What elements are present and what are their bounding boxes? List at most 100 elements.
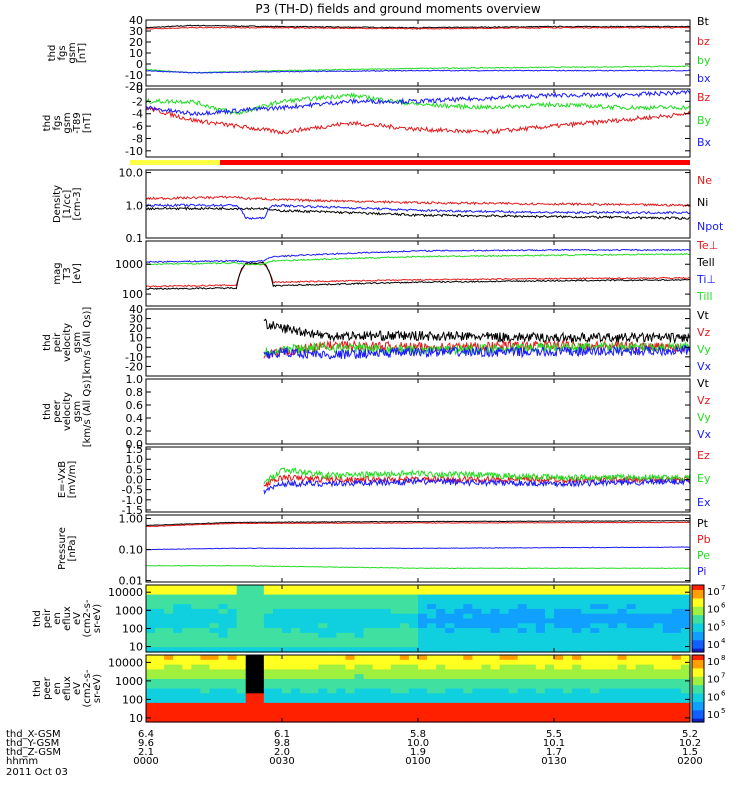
heatmap-cell (427, 618, 437, 624)
colorbar-segment (692, 595, 704, 598)
heatmap-cell (680, 604, 691, 610)
heatmap-cell (390, 688, 401, 694)
heatmap-cell (408, 613, 419, 620)
heatmap-cell (653, 659, 664, 666)
heatmap-cell (408, 683, 419, 690)
heatmap-cell (626, 608, 637, 615)
panel-peir_velocity (145, 308, 691, 377)
heatmap-cell (563, 717, 573, 723)
heatmap-cell (363, 608, 374, 615)
heatmap-cell (390, 698, 401, 704)
heatmap-cell (508, 637, 519, 644)
colorbar-segment (692, 636, 704, 640)
heatmap-cell (291, 664, 301, 670)
heatmap-cell (590, 623, 600, 629)
heatmap-cell (671, 698, 682, 704)
colorbar-segment (692, 656, 704, 659)
heatmap-cell (572, 688, 582, 694)
heatmap-cell (173, 599, 183, 605)
heatmap-cell (626, 678, 637, 685)
heatmap-cell (209, 693, 220, 699)
heatmap-cell (671, 623, 682, 629)
legend-entry-Tell: Tell (696, 256, 715, 269)
heatmap-cell (653, 655, 664, 661)
heatmap-cell (354, 613, 365, 620)
heatmap-cell (291, 693, 301, 699)
heatmap-cell (508, 698, 519, 704)
heatmap-cell (254, 599, 265, 605)
colorbar-segment (692, 671, 704, 675)
heatmap-cell (490, 585, 501, 591)
heatmap-cell (427, 664, 437, 670)
colorbar-segment (692, 640, 704, 643)
heatmap-cell (164, 618, 174, 624)
heatmap-cell (408, 642, 419, 648)
heatmap-cell (345, 618, 356, 624)
heatmap-cell (363, 604, 374, 610)
heatmap-cell (490, 594, 501, 600)
heatmap-cell (327, 637, 337, 644)
heatmap-cell (608, 688, 619, 694)
heatmap-cell (680, 608, 691, 615)
heatmap-cell (390, 678, 401, 685)
y-tick-label: 30 (129, 25, 143, 38)
heatmap-cell (418, 637, 428, 644)
heatmap-cell (644, 678, 655, 685)
heatmap-cell (445, 632, 455, 639)
heatmap-cell (418, 669, 428, 675)
heatmap-cell (463, 628, 473, 634)
heatmap-cell (626, 664, 637, 670)
heatmap-cell (381, 599, 392, 605)
heatmap-cell (173, 683, 183, 690)
heatmap-cell (671, 707, 682, 714)
heatmap-cell (173, 585, 183, 591)
y-axis-label: E=-VxB (57, 461, 68, 498)
heatmap-cell (245, 655, 256, 661)
series-line-By (145, 92, 691, 116)
colorbar-segment (692, 706, 704, 710)
heatmap-cell (173, 674, 183, 680)
heatmap-cell (263, 585, 274, 591)
colorbar-segment (692, 620, 704, 623)
heatmap-cell (146, 623, 156, 629)
heatmap-cell (245, 712, 256, 718)
heatmap-cell (517, 702, 528, 709)
heatmap-cell (336, 664, 347, 670)
heatmap-cell (173, 717, 183, 723)
heatmap-cell (427, 642, 437, 648)
heatmap-cell (599, 683, 609, 690)
heatmap-cell (218, 585, 229, 591)
heatmap-cell (671, 599, 682, 605)
heatmap-cell (236, 678, 247, 685)
heatmap-cell (608, 618, 619, 624)
y-tick-label: -8 (132, 132, 143, 145)
heatmap-cell (408, 698, 419, 704)
heatmap-cell (155, 604, 165, 610)
y-tick-label: 30 (129, 313, 143, 326)
heatmap-cell (408, 599, 419, 605)
heatmap-cell (245, 659, 256, 666)
heatmap-cell (318, 589, 328, 596)
colorbar-segment (692, 601, 704, 605)
series-line-Pe (145, 564, 691, 570)
heatmap-cell (563, 659, 573, 666)
heatmap-cell (554, 599, 564, 605)
heatmap-cell (590, 664, 600, 670)
heatmap-cell (236, 683, 247, 690)
heatmap-cell (418, 589, 428, 596)
orbit-row-value: 10.1 (543, 738, 565, 749)
heatmap-cell (472, 599, 483, 605)
orbit-row-value: 1.7 (546, 747, 562, 758)
mode-bar-red (220, 160, 690, 165)
heatmap-cell (300, 642, 310, 648)
orbit-row-value: 9.8 (274, 738, 290, 749)
heatmap-cell (146, 599, 156, 605)
heatmap-cell (653, 589, 664, 596)
heatmap-cell (245, 683, 256, 690)
heatmap-cell (390, 712, 401, 718)
heatmap-cell (254, 613, 265, 620)
heatmap-cell (381, 664, 392, 670)
heatmap-cell (236, 647, 247, 653)
heatmap-cell (390, 637, 401, 644)
heatmap-cell (399, 669, 410, 675)
